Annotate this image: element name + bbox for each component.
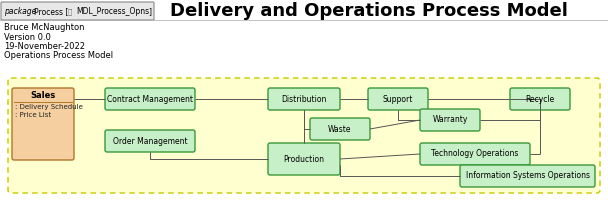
FancyBboxPatch shape xyxy=(420,143,530,165)
Text: Process [: Process [ xyxy=(34,7,68,17)
FancyBboxPatch shape xyxy=(310,118,370,140)
FancyBboxPatch shape xyxy=(420,109,480,131)
Text: package: package xyxy=(4,7,36,17)
Text: Recycle: Recycle xyxy=(525,95,554,104)
Text: Technology Operations: Technology Operations xyxy=(431,150,519,158)
Text: Distribution: Distribution xyxy=(282,95,326,104)
FancyBboxPatch shape xyxy=(460,165,595,187)
FancyBboxPatch shape xyxy=(368,88,428,110)
Text: Support: Support xyxy=(383,95,413,104)
FancyBboxPatch shape xyxy=(510,88,570,110)
Text: : Delivery Schedule
: Price List: : Delivery Schedule : Price List xyxy=(15,104,83,118)
Text: Waste: Waste xyxy=(328,124,352,134)
FancyBboxPatch shape xyxy=(268,88,340,110)
Text: Sales: Sales xyxy=(30,90,55,99)
Text: Warranty: Warranty xyxy=(432,116,468,124)
FancyBboxPatch shape xyxy=(105,88,195,110)
Text: Version 0.0: Version 0.0 xyxy=(4,32,51,42)
Text: Delivery and Operations Process Model: Delivery and Operations Process Model xyxy=(170,2,568,20)
Text: Order Management: Order Management xyxy=(112,136,187,146)
FancyBboxPatch shape xyxy=(1,2,154,20)
FancyBboxPatch shape xyxy=(268,143,340,175)
Text: MDL_Process_Opns: MDL_Process_Opns xyxy=(76,7,149,17)
Text: Information Systems Operations: Information Systems Operations xyxy=(466,171,590,180)
Text: Contract Management: Contract Management xyxy=(107,95,193,104)
Text: Operations Process Model: Operations Process Model xyxy=(4,51,113,60)
FancyBboxPatch shape xyxy=(12,88,74,160)
Text: 🗂: 🗂 xyxy=(68,9,72,15)
Text: 19-November-2022: 19-November-2022 xyxy=(4,42,85,51)
Text: ]: ] xyxy=(148,7,151,17)
FancyBboxPatch shape xyxy=(105,130,195,152)
Text: Production: Production xyxy=(283,154,325,164)
Text: Bruce McNaughton: Bruce McNaughton xyxy=(4,23,85,32)
FancyBboxPatch shape xyxy=(8,78,600,193)
